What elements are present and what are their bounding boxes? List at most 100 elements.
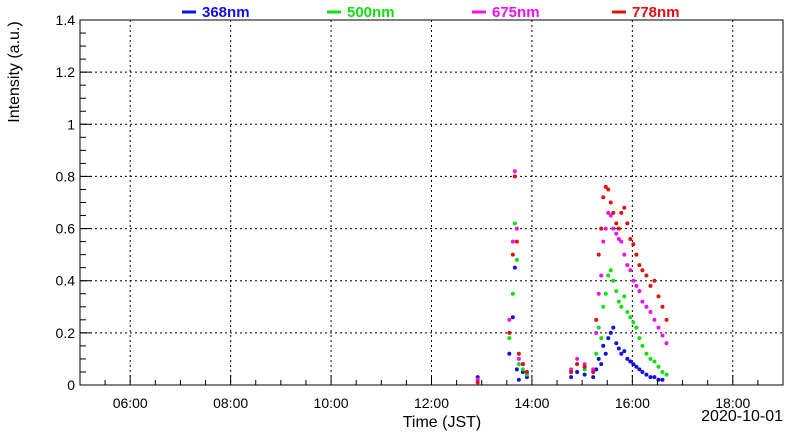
data-point bbox=[664, 372, 669, 377]
data-point bbox=[619, 239, 624, 244]
data-point bbox=[625, 221, 630, 226]
data-point bbox=[606, 273, 611, 278]
data-point bbox=[591, 375, 596, 380]
data-point bbox=[640, 268, 645, 273]
data-point bbox=[634, 325, 639, 330]
data-point bbox=[614, 221, 619, 226]
data-point bbox=[510, 291, 515, 296]
x-tick-label: 12:00 bbox=[414, 395, 449, 411]
y-tick-label: 1 bbox=[67, 116, 75, 132]
data-point bbox=[599, 336, 604, 341]
data-point bbox=[516, 377, 521, 382]
x-tick-label: 18:00 bbox=[715, 395, 750, 411]
data-point bbox=[608, 200, 613, 205]
data-point bbox=[644, 372, 649, 377]
data-point bbox=[648, 356, 653, 361]
data-point bbox=[640, 343, 645, 348]
series-layer bbox=[475, 169, 669, 385]
data-point bbox=[648, 375, 653, 380]
data-point bbox=[616, 346, 621, 351]
data-point bbox=[634, 283, 639, 288]
data-point bbox=[520, 362, 525, 367]
data-point bbox=[619, 210, 624, 215]
data-point bbox=[582, 372, 587, 377]
data-point bbox=[507, 330, 512, 335]
data-point bbox=[601, 239, 606, 244]
data-point bbox=[596, 356, 601, 361]
data-point bbox=[520, 367, 525, 372]
data-point bbox=[631, 320, 636, 325]
data-point bbox=[524, 369, 529, 374]
data-point bbox=[652, 278, 657, 283]
data-point bbox=[644, 273, 649, 278]
data-point bbox=[594, 367, 599, 372]
series-368nm bbox=[475, 265, 665, 382]
data-point bbox=[514, 226, 519, 231]
data-point bbox=[608, 330, 613, 335]
data-point bbox=[622, 252, 627, 257]
data-point bbox=[660, 369, 665, 374]
data-point bbox=[614, 341, 619, 346]
data-point bbox=[652, 375, 657, 380]
y-tick-label: 0.4 bbox=[56, 273, 76, 289]
data-point bbox=[606, 210, 611, 215]
x-tick-label: 14:00 bbox=[514, 395, 549, 411]
data-point bbox=[660, 377, 665, 382]
data-point bbox=[594, 351, 599, 356]
data-point bbox=[628, 237, 633, 241]
data-point bbox=[614, 289, 619, 294]
data-point bbox=[516, 351, 521, 356]
data-point bbox=[625, 263, 630, 268]
data-point bbox=[611, 226, 616, 231]
data-point bbox=[569, 369, 574, 374]
data-point bbox=[507, 317, 512, 322]
data-point bbox=[601, 343, 606, 348]
data-point bbox=[656, 364, 661, 369]
data-point bbox=[596, 291, 601, 296]
data-point bbox=[601, 304, 606, 309]
data-point bbox=[619, 304, 624, 309]
y-tick-label: 1.4 bbox=[56, 12, 76, 28]
data-point bbox=[516, 356, 521, 361]
y-tick-label: 1.2 bbox=[56, 64, 76, 80]
data-point bbox=[619, 351, 624, 356]
data-point bbox=[599, 226, 604, 231]
data-point bbox=[637, 263, 642, 268]
y-tick-label: 0.8 bbox=[56, 168, 76, 184]
data-point bbox=[631, 278, 636, 283]
y-tick-label: 0.6 bbox=[56, 221, 76, 237]
data-point bbox=[644, 304, 649, 309]
data-point bbox=[603, 291, 608, 296]
data-point bbox=[596, 252, 601, 257]
grid bbox=[80, 20, 783, 385]
x-tick-label: 06:00 bbox=[113, 395, 148, 411]
data-point bbox=[594, 317, 599, 322]
data-point bbox=[603, 226, 608, 231]
data-point bbox=[628, 359, 633, 364]
data-point bbox=[512, 265, 517, 270]
date-label: 2020-10-01 bbox=[701, 408, 783, 425]
data-point bbox=[637, 367, 642, 372]
data-point bbox=[660, 304, 665, 309]
data-point bbox=[603, 351, 608, 356]
data-point bbox=[634, 252, 639, 257]
data-point bbox=[514, 367, 519, 372]
data-point bbox=[611, 210, 616, 215]
data-point bbox=[575, 362, 580, 367]
data-point bbox=[601, 195, 606, 200]
data-point bbox=[582, 364, 587, 369]
data-point bbox=[606, 336, 611, 341]
data-point bbox=[637, 336, 642, 341]
data-point bbox=[611, 278, 616, 283]
x-tick-label: 10:00 bbox=[314, 395, 349, 411]
data-point bbox=[656, 325, 661, 330]
data-point bbox=[507, 336, 512, 341]
data-point bbox=[591, 369, 596, 374]
x-tick-label: 08:00 bbox=[213, 395, 248, 411]
data-point bbox=[652, 317, 657, 322]
data-point bbox=[510, 315, 515, 320]
data-point bbox=[512, 169, 517, 174]
data-point bbox=[644, 351, 649, 356]
legend-label: 368nm bbox=[202, 4, 250, 21]
